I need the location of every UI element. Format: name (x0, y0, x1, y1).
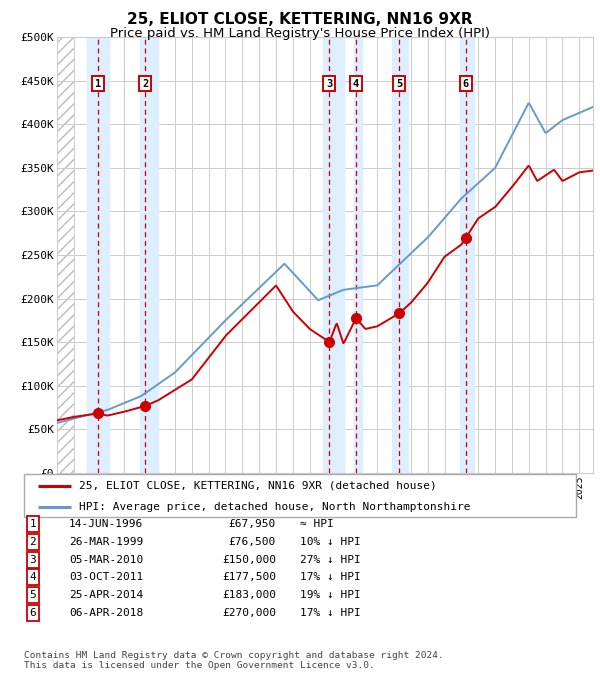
Text: 26-MAR-1999: 26-MAR-1999 (69, 537, 143, 547)
Text: 2: 2 (29, 537, 37, 547)
Text: £183,000: £183,000 (222, 590, 276, 600)
Text: Price paid vs. HM Land Registry's House Price Index (HPI): Price paid vs. HM Land Registry's House … (110, 27, 490, 40)
Text: 6: 6 (463, 78, 469, 88)
Text: HPI: Average price, detached house, North Northamptonshire: HPI: Average price, detached house, Nort… (79, 503, 471, 512)
Text: 25, ELIOT CLOSE, KETTERING, NN16 9XR: 25, ELIOT CLOSE, KETTERING, NN16 9XR (127, 12, 473, 27)
Text: 27% ↓ HPI: 27% ↓ HPI (300, 555, 361, 564)
Text: £177,500: £177,500 (222, 573, 276, 582)
Text: £76,500: £76,500 (229, 537, 276, 547)
Text: 4: 4 (353, 78, 359, 88)
Text: 25, ELIOT CLOSE, KETTERING, NN16 9XR (detached house): 25, ELIOT CLOSE, KETTERING, NN16 9XR (de… (79, 481, 437, 490)
Text: 17% ↓ HPI: 17% ↓ HPI (300, 608, 361, 617)
Bar (323, 37, 344, 473)
Text: 4: 4 (29, 573, 37, 582)
Text: ≈ HPI: ≈ HPI (300, 520, 334, 529)
Text: 06-APR-2018: 06-APR-2018 (69, 608, 143, 617)
Text: 1: 1 (29, 520, 37, 529)
Bar (140, 37, 158, 473)
Text: 03-OCT-2011: 03-OCT-2011 (69, 573, 143, 582)
Text: 25-APR-2014: 25-APR-2014 (69, 590, 143, 600)
Text: 6: 6 (29, 608, 37, 617)
Text: 3: 3 (29, 555, 37, 564)
Text: 3: 3 (326, 78, 332, 88)
Text: 5: 5 (29, 590, 37, 600)
Text: 1: 1 (95, 78, 101, 88)
Bar (460, 37, 474, 473)
Bar (353, 37, 362, 473)
Bar (88, 37, 109, 473)
Text: Contains HM Land Registry data © Crown copyright and database right 2024.
This d: Contains HM Land Registry data © Crown c… (24, 651, 444, 670)
Text: 5: 5 (396, 78, 403, 88)
Text: £150,000: £150,000 (222, 555, 276, 564)
Text: 17% ↓ HPI: 17% ↓ HPI (300, 573, 361, 582)
Text: 05-MAR-2010: 05-MAR-2010 (69, 555, 143, 564)
Text: 10% ↓ HPI: 10% ↓ HPI (300, 537, 361, 547)
Text: 14-JUN-1996: 14-JUN-1996 (69, 520, 143, 529)
Text: £270,000: £270,000 (222, 608, 276, 617)
Bar (392, 37, 409, 473)
Text: £67,950: £67,950 (229, 520, 276, 529)
Text: 2: 2 (142, 78, 148, 88)
Text: 19% ↓ HPI: 19% ↓ HPI (300, 590, 361, 600)
